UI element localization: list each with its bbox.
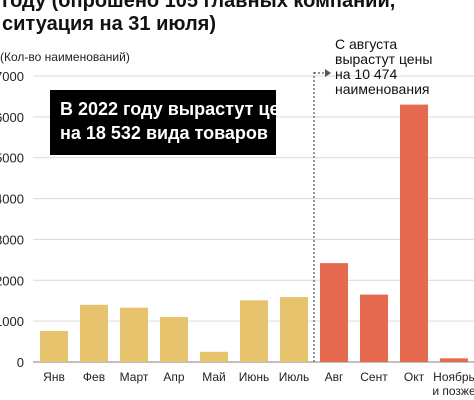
x-tick-label: Июль	[279, 370, 310, 384]
x-tick-label: Март	[120, 370, 149, 384]
annotation-line-2: вырастут цены	[335, 51, 433, 67]
total-callout-box: В 2022 году вырастут цены на 18 532 вида…	[50, 90, 306, 155]
bar	[360, 294, 388, 362]
chart-title-line-1: году (опрошено 105 главных компаний,	[2, 0, 396, 12]
x-tick-label: Июнь	[239, 370, 270, 384]
y-tick-label: 5000	[0, 151, 24, 166]
bar	[320, 263, 348, 362]
callout-line-1: В 2022 году вырастут цены	[60, 99, 306, 119]
x-tick-label: Сент	[360, 370, 388, 384]
bar	[240, 300, 268, 362]
x-tick-label: Янв	[43, 370, 65, 384]
bar	[280, 297, 308, 362]
callout-line-2: на 18 532 вида товаров	[60, 123, 268, 143]
bar	[80, 304, 108, 362]
x-tick-label: и позже	[432, 384, 474, 398]
y-tick-label: 0	[17, 355, 24, 370]
y-tick-label: 2000	[0, 273, 24, 288]
y-tick-label: 6000	[0, 110, 24, 125]
bar	[440, 358, 468, 362]
x-tick-label: Фев	[83, 370, 105, 384]
x-tick-label: Авг	[325, 370, 344, 384]
y-tick-label: 3000	[0, 232, 24, 247]
august-annotation: С августа вырастут цены на 10 474 наимен…	[335, 37, 432, 97]
x-tick-label: Май	[202, 370, 226, 384]
annotation-line-4: наименования	[335, 81, 430, 97]
bar	[400, 104, 428, 362]
bar	[160, 317, 188, 362]
y-tick-label: 7000	[0, 69, 24, 84]
bar	[120, 307, 148, 362]
annotation-line-1: С августа	[335, 36, 398, 52]
x-tick-label: Ноябрь	[433, 370, 474, 384]
y-axis-unit-label: (Кол-во наименований)	[0, 50, 130, 64]
chart-title-line-2: ситуация на 31 июля)	[2, 13, 216, 35]
y-tick-label: 1000	[0, 314, 24, 329]
annotation-arrow-head	[325, 69, 331, 77]
x-tick-label: Окт	[404, 370, 425, 384]
bar	[40, 330, 68, 362]
x-tick-label: Апр	[163, 370, 185, 384]
y-tick-label: 4000	[0, 192, 24, 207]
bar	[200, 351, 228, 362]
annotation-line-3: на 10 474	[335, 66, 398, 82]
